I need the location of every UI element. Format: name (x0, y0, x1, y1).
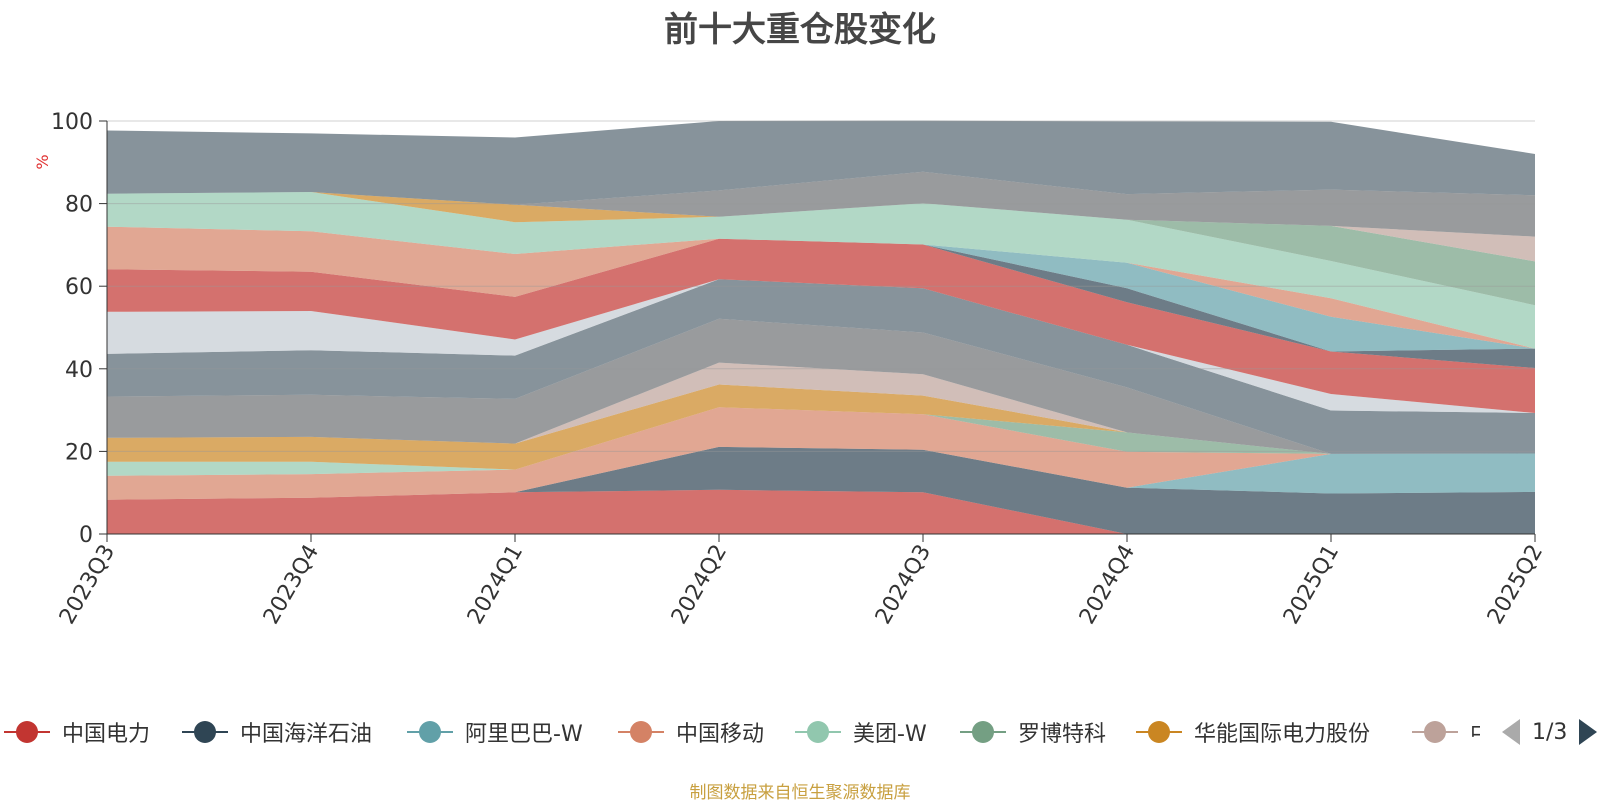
legend-item[interactable]: 美团-W (793, 712, 927, 752)
area-series-14 (107, 226, 1535, 349)
legend-item[interactable]: 中国移动 (616, 712, 764, 752)
areas-layer (107, 120, 1535, 534)
area-series-11 (107, 238, 1535, 413)
legend-label: 阿里巴巴-W (465, 722, 583, 747)
y-tick-label: 100 (51, 110, 93, 135)
legend-marker-icon (1136, 721, 1182, 743)
legend-label: 罗博特科 (1018, 722, 1107, 747)
legend-marker-icon (407, 721, 453, 743)
legend-next-icon[interactable] (1577, 717, 1599, 747)
x-tick-label: 2023Q4 (259, 541, 324, 629)
legend-marker-icon (960, 721, 1006, 743)
y-tick-label: 20 (65, 440, 93, 465)
x-tick-label: 2024Q4 (1075, 541, 1140, 629)
x-tick-label: 2025Q1 (1279, 541, 1344, 629)
legend-item[interactable]: 阿里巴巴-W (405, 712, 583, 752)
x-tick-label: 2024Q1 (463, 541, 528, 629)
legend-marker-icon (795, 721, 841, 743)
legend-label: 中国移动 (676, 722, 765, 747)
source-note: 制图数据来自恒生聚源数据库 (689, 783, 911, 803)
legend-marker-icon (4, 721, 50, 743)
y-tick-label: 40 (65, 358, 93, 383)
area-series-19 (107, 171, 1535, 237)
legend-marker-icon (1412, 721, 1458, 743)
y-tick-label: 60 (65, 275, 93, 300)
area-series-2 (107, 446, 1535, 500)
area-series-17 (107, 192, 1535, 262)
area-series-13 (107, 238, 1535, 352)
legend-item[interactable]: 中国海洋石油 (180, 712, 372, 752)
x-tick-label: 2024Q2 (667, 541, 732, 629)
legend-label: 中国电力 (62, 722, 151, 747)
y-axis-label: % (33, 154, 52, 169)
area-series-15 (107, 192, 1535, 349)
legend-marker-icon (182, 721, 228, 743)
legend-marker-icon (618, 721, 664, 743)
area-series-20 (107, 120, 1535, 205)
legend-items: 中国电力 中国海洋石油 阿里巴巴-W 中国移动 美团-W 罗博特科 华能国际电力股份 中 (0, 712, 1480, 752)
legend-label: 美团-W (853, 722, 927, 747)
legend-item[interactable]: 罗博特科 (958, 712, 1106, 752)
legend-item[interactable]: 华能国际电力股份 (1134, 712, 1370, 752)
chart-svg: 0 20 40 60 80 100 2023Q3 2023Q4 2024Q1 2024Q2 2024… (33, 110, 1548, 629)
legend-pager: 1/3 (1500, 712, 1599, 752)
y-tick-label: 80 (65, 193, 93, 218)
area-series-0 (107, 489, 1535, 534)
area-series-1 (107, 446, 1535, 534)
area-series-7 (107, 362, 1535, 454)
legend-item[interactable]: 中 (1410, 712, 1480, 752)
x-tick-label: 2025Q2 (1483, 541, 1548, 629)
area-series-9 (107, 279, 1535, 454)
legend-prev-icon[interactable] (1500, 717, 1522, 747)
legend-item[interactable]: 中国电力 (2, 712, 150, 752)
legend: 中国电力 中国海洋石油 阿里巴巴-W 中国移动 美团-W 罗博特科 华能国际电力股份 中 1/… (0, 712, 1600, 752)
chart-title: 前十大重仓股变化 (664, 10, 936, 50)
area-series-4 (107, 407, 1535, 476)
y-tick-label: 0 (79, 523, 93, 548)
x-tick-label: 2024Q3 (871, 541, 936, 629)
area-series-12 (107, 238, 1535, 368)
legend-label: 中国海洋石油 (240, 722, 373, 747)
legend-label: 中 (1470, 716, 1480, 748)
x-tick-label: 2023Q3 (55, 541, 120, 629)
area-series-10 (107, 279, 1535, 413)
area-series-8 (107, 318, 1535, 454)
legend-label: 华能国际电力股份 (1194, 722, 1371, 747)
area-series-3 (107, 407, 1535, 500)
area-series-6 (107, 384, 1535, 470)
legend-page-indicator: 1/3 (1532, 719, 1568, 745)
